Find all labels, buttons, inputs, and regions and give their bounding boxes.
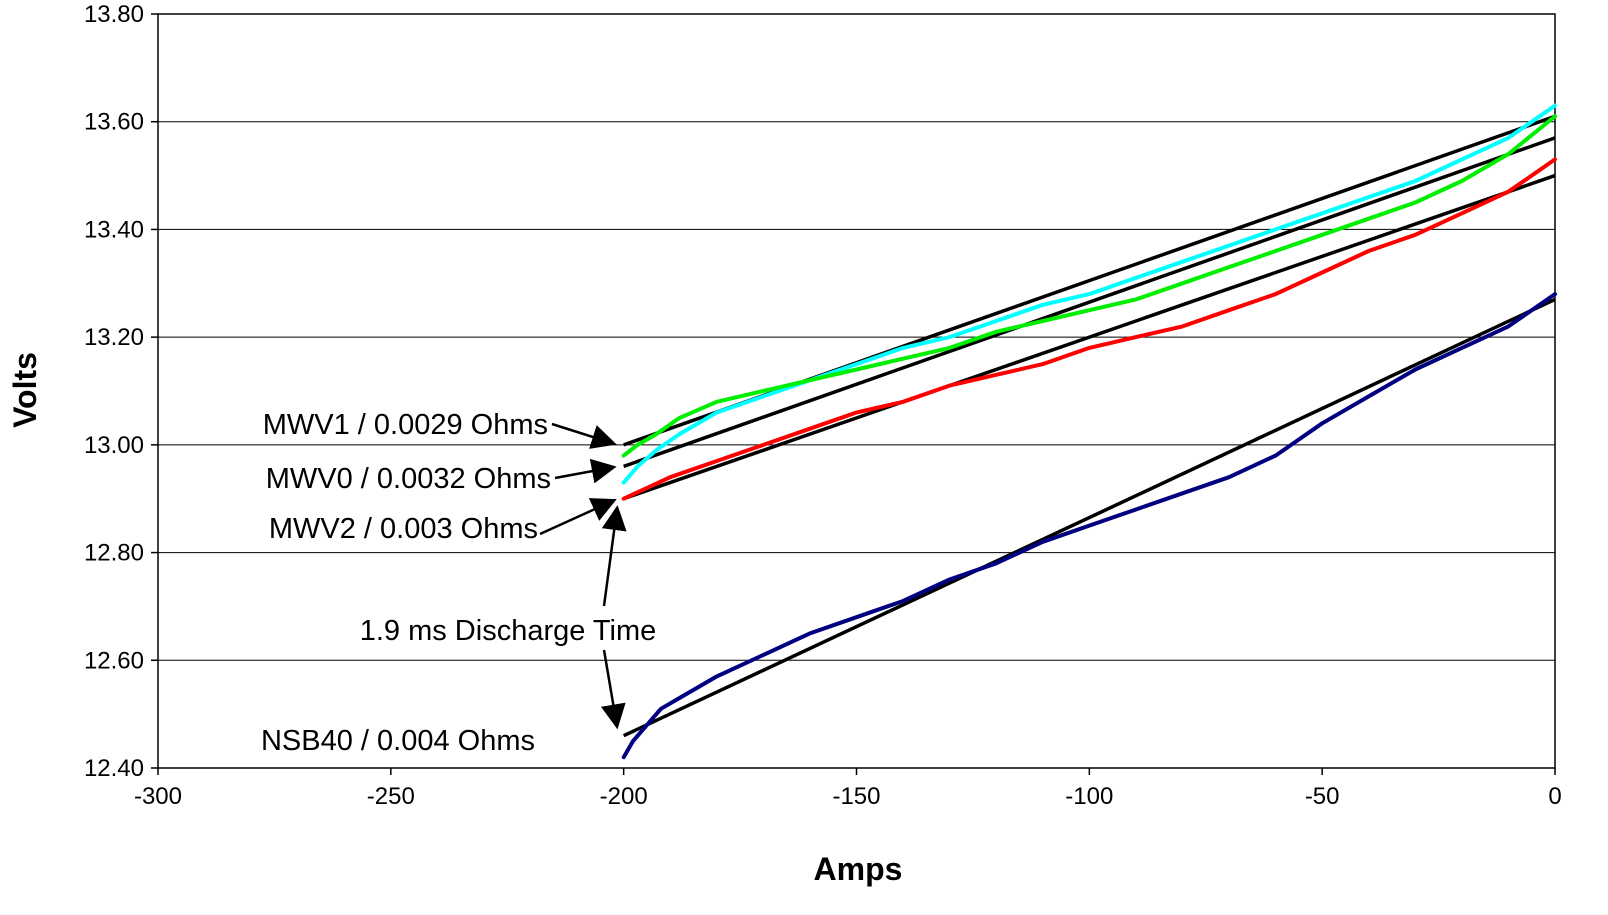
y-tick-label: 12.60 [84,647,144,674]
y-axis-ticks: 12.40 12.60 12.80 13.00 13.20 13.40 13.60 13.80 [84,1,158,782]
series-line-1 [621,103,1557,485]
x-tick-label: -250 [367,783,415,810]
grid [158,13,1555,769]
x-tick-label: -300 [134,783,182,810]
trendlines [622,114,1556,738]
annotation-label: 1.9 ms Discharge Time [360,615,657,647]
annotation-label: MWV1 / 0.0029 Ohms [263,409,548,441]
annotation-label: NSB40 / 0.004 Ohms [261,725,535,757]
annotations: MWV1 / 0.0029 Ohms MWV0 / 0.0032 Ohms MWV2… [261,409,656,757]
x-tick-label: -50 [1305,783,1340,810]
y-tick-label: 12.80 [84,540,144,567]
trendline-4 [622,297,1556,738]
y-tick-label: 13.60 [84,109,144,136]
x-axis-ticks: -300 -250 -200 -150 -100 -50 0 [134,768,1562,810]
series-line-4 [621,292,1557,760]
trendline-2 [623,136,1556,469]
trendline-3 [623,173,1556,501]
x-tick-label: -200 [600,783,648,810]
annotation-arrow [539,498,617,536]
x-tick-label: -150 [832,783,880,810]
y-tick-label: 13.40 [84,216,144,243]
y-tick-label: 13.20 [84,324,144,351]
annotation-arrow [551,422,617,449]
x-tick-label: -100 [1065,783,1113,810]
annotation-label: MWV2 / 0.003 Ohms [269,513,538,545]
x-axis-title: Amps [814,851,903,887]
annotation-arrow [554,458,617,484]
annotation-arrow [600,649,626,730]
plot-area-frame [157,13,1556,769]
series-line-2 [621,114,1557,458]
x-tick-label: 0 [1548,783,1561,810]
y-tick-label: 13.80 [84,1,144,28]
y-tick-label: 12.40 [84,755,144,782]
data-series [621,103,1557,760]
y-axis-title: Volts [7,352,43,428]
annotation-label: MWV0 / 0.0032 Ohms [266,463,551,495]
annotation-arrow [601,505,627,607]
y-tick-label: 13.00 [84,432,144,459]
series-line-3 [621,157,1557,501]
